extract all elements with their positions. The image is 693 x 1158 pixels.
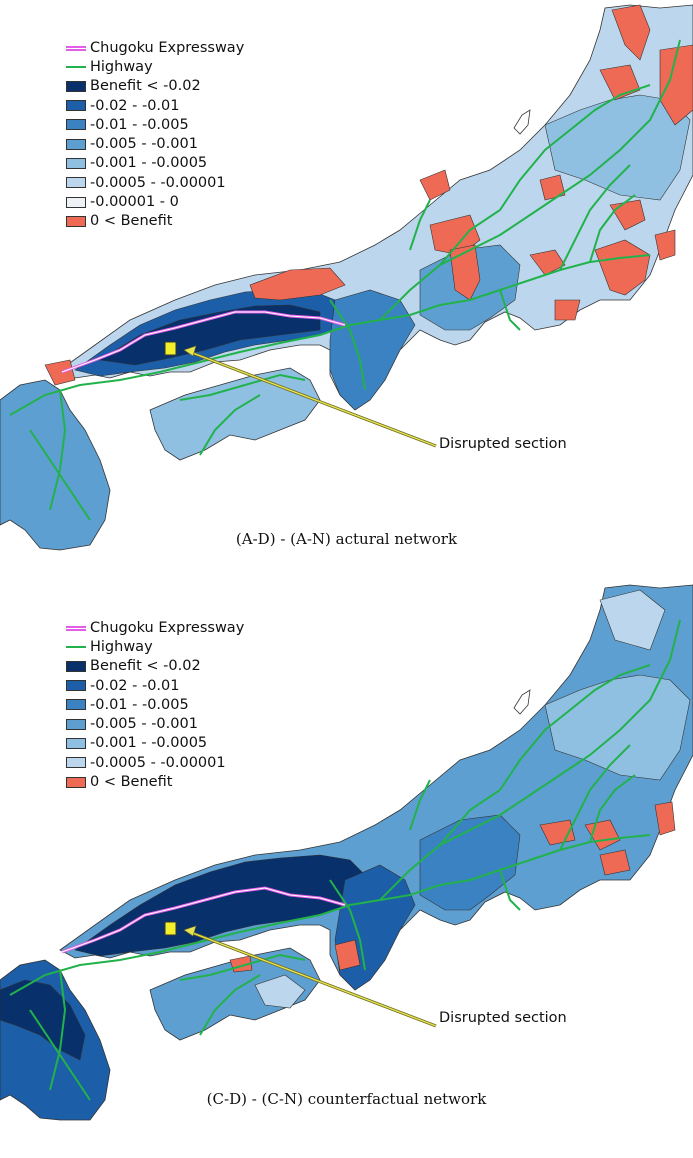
legend-actual: Chugoku Expressway Highway Benefit < -0.… [66, 38, 244, 231]
legend-class: -0.02 - -0.01 [66, 676, 244, 695]
caption-counterfactual: (C-D) - (C-N) counterfactual network [206, 1090, 487, 1108]
legend-swatch [66, 737, 86, 749]
positive-benefit-areas [229, 801, 676, 973]
legend-swatch [66, 660, 86, 672]
highway-network [9, 619, 681, 1101]
legend-class: -0.02 - -0.01 [66, 96, 244, 115]
legend-item-highway: Highway [66, 57, 244, 76]
legend-counterfactual: Chugoku Expressway Highway Benefit < -0.… [66, 618, 244, 792]
highway-network [9, 39, 681, 521]
legend-class: -0.00001 - 0 [66, 192, 244, 211]
legend-class: Benefit < -0.02 [66, 657, 244, 676]
kyushu-landmass [0, 379, 111, 551]
legend-swatch [66, 680, 86, 692]
legend-swatch [66, 100, 86, 112]
legend-class: 0 < Benefit [66, 772, 244, 791]
legend-swatch [66, 757, 86, 769]
legend-swatch [66, 718, 86, 730]
legend-swatch [66, 699, 86, 711]
legend-class: -0.0005 - -0.00001 [66, 173, 244, 192]
island-shape [513, 109, 531, 135]
choropleth-map-counterfactual [0, 584, 693, 1121]
caption-actual: (A-D) - (A-N) actural network [235, 530, 458, 548]
callout-disrupted-section: Disrupted section [439, 436, 567, 452]
legend-swatch [66, 157, 86, 169]
map-panel-counterfactual: Chugoku Expressway Highway Benefit < -0.… [0, 580, 693, 1125]
legend-item-highway: Highway [66, 637, 244, 656]
choropleth-map-actual [0, 4, 693, 551]
legend-class: 0 < Benefit [66, 212, 244, 231]
legend-swatch [66, 138, 86, 150]
legend-class: -0.01 - -0.005 [66, 115, 244, 134]
legend-class: -0.001 - -0.0005 [66, 734, 244, 753]
legend-swatch [66, 215, 86, 227]
disrupted-section-marker [164, 341, 177, 356]
island-shape [513, 689, 531, 715]
kansai-region [329, 289, 416, 411]
legend-swatch [66, 80, 86, 92]
chugoku-core [99, 304, 321, 366]
legend-class: -0.01 - -0.005 [66, 695, 244, 714]
legend-swatch [66, 177, 86, 189]
legend-class: -0.0005 - -0.00001 [66, 753, 244, 772]
legend-class: -0.001 - -0.0005 [66, 154, 244, 173]
legend-class: -0.005 - -0.001 [66, 714, 244, 733]
disrupted-section-marker [164, 921, 177, 936]
legend-item-expressway: Chugoku Expressway [66, 38, 244, 57]
legend-swatch [66, 776, 86, 788]
shikoku-landmass [149, 367, 321, 461]
map-panel-actual: Chugoku Expressway Highway Benefit < -0.… [0, 0, 693, 560]
callout-disrupted-section: Disrupted section [439, 1010, 567, 1026]
legend-swatch [66, 119, 86, 131]
legend-item-expressway: Chugoku Expressway [66, 618, 244, 637]
legend-class: -0.005 - -0.001 [66, 134, 244, 153]
light-areas [254, 589, 666, 1009]
legend-class: Benefit < -0.02 [66, 77, 244, 96]
legend-swatch [66, 196, 86, 208]
